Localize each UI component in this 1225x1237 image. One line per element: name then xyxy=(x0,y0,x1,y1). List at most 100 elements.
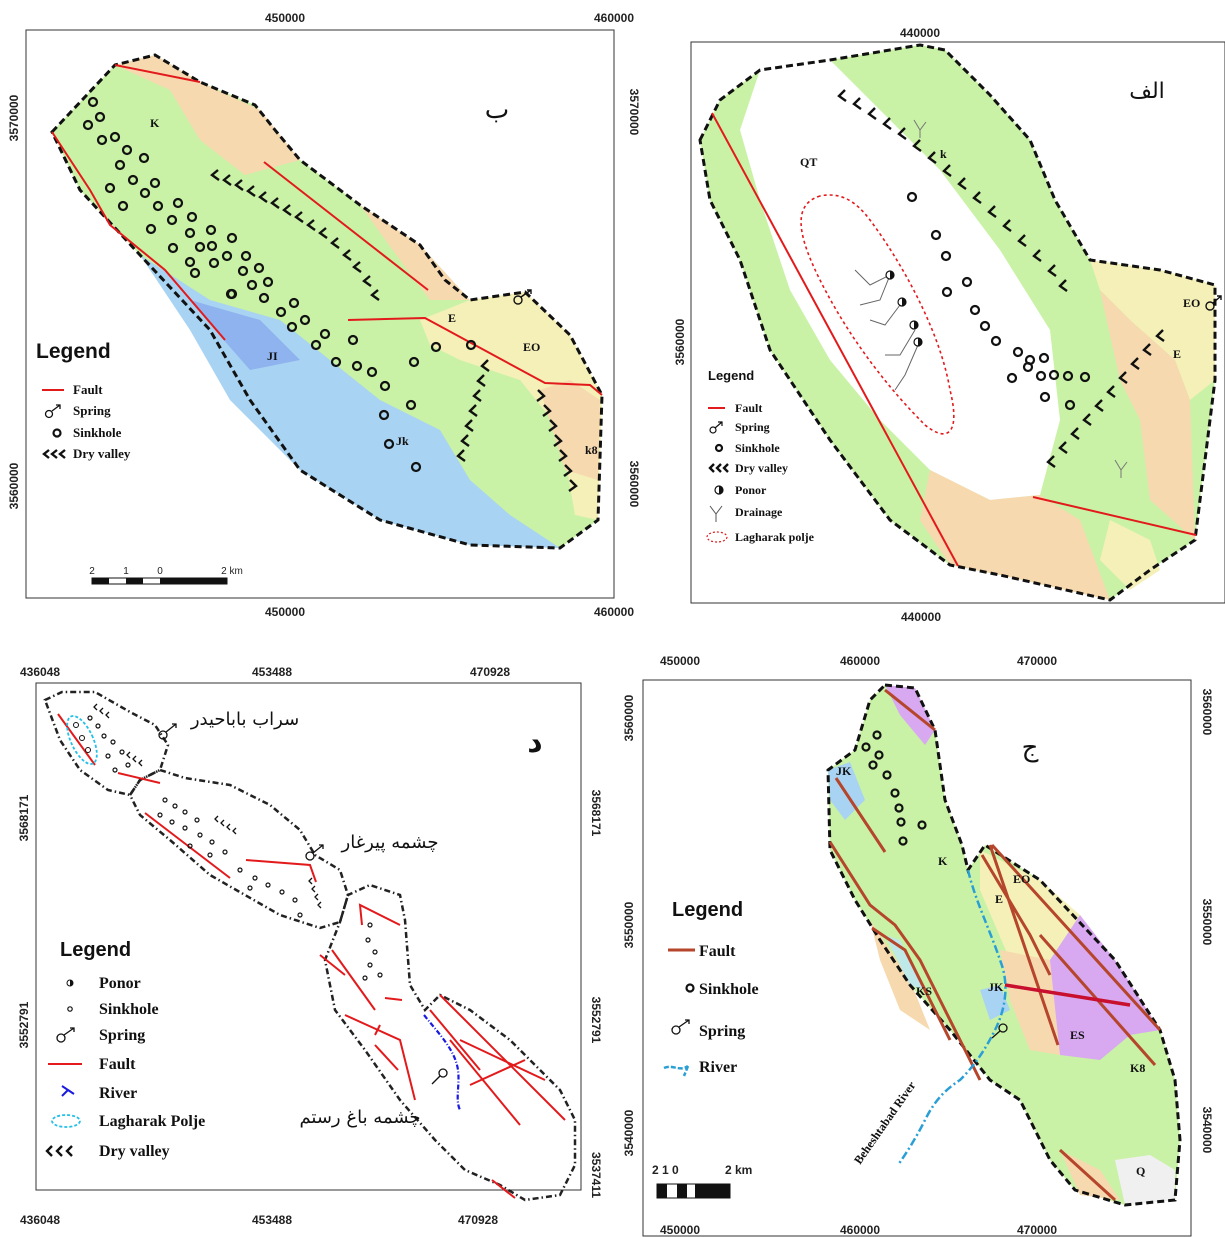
map-alef-legend-drainage-icon xyxy=(709,505,723,522)
dry-valley-2 xyxy=(456,359,490,462)
map-dal-boundary-2 xyxy=(128,768,350,930)
sinkhole xyxy=(379,380,391,392)
map-b-legend-sinkhole-icon xyxy=(52,428,62,438)
sinkhole xyxy=(94,111,106,123)
sinkhole xyxy=(246,279,258,291)
map-jim-unit-yellow-eo xyxy=(980,850,1080,960)
sinkhole xyxy=(961,276,973,288)
sinkhole xyxy=(365,937,371,943)
sinkhole xyxy=(226,232,238,244)
sinkhole xyxy=(367,962,373,968)
map-jim-frame xyxy=(642,679,1192,1237)
sinkhole xyxy=(1062,370,1074,382)
sinkhole xyxy=(410,461,422,473)
sinkhole xyxy=(157,812,163,818)
map-jim-unit-e-label: E xyxy=(995,892,1003,906)
map-dal-legend-ponor-icon xyxy=(66,979,74,987)
map-b-unit-jl: JI xyxy=(267,349,278,363)
map-b-unit-k: K xyxy=(150,116,160,130)
map-dal-ytick-left-2: 3552791 xyxy=(17,1001,31,1048)
map-dal-xtick-bottom-3: 470928 xyxy=(458,1213,498,1227)
map-alef-legend-sinkhole: Sinkhole xyxy=(735,441,780,455)
map-dal-legend-polje: Lagharak Polje xyxy=(99,1113,205,1130)
map-dal-place-1: سراب باباحیدر xyxy=(190,709,299,730)
map-b-scale-tick-3: 0 xyxy=(157,566,163,577)
sinkhole xyxy=(169,819,175,825)
sinkhole xyxy=(162,797,168,803)
map-alef-legend-title: Legend xyxy=(708,368,754,383)
map-b-xtick-bottom-1: 450000 xyxy=(265,605,305,619)
map-dal-legend-ponor: Ponor xyxy=(99,975,141,992)
sinkhole xyxy=(1048,369,1060,381)
map-dal-spring-icon-2 xyxy=(305,844,324,861)
sinkhole xyxy=(222,849,228,855)
sinkhole xyxy=(330,356,342,368)
map-b-legend-title: Legend xyxy=(36,340,111,363)
map-b-legend-sinkhole: Sinkhole xyxy=(73,425,122,440)
map-alef-fault-1 xyxy=(711,112,959,567)
sinkhole xyxy=(167,242,179,254)
sinkhole xyxy=(184,227,196,239)
sinkhole xyxy=(240,250,252,262)
map-jim-unit-jk-label: JK xyxy=(836,764,852,778)
map-jim-ytick-right-3: 3540000 xyxy=(1200,1107,1214,1154)
map-jim-spring-icon xyxy=(991,1023,1008,1039)
sinkhole xyxy=(247,885,253,891)
map-b-fault-3 xyxy=(263,161,429,291)
map-jim-ytick-right-2: 3550000 xyxy=(1200,899,1214,946)
map-b-dry-valleys xyxy=(210,169,578,492)
map-jim-unit-eo-label: EO xyxy=(1013,872,1030,886)
sinkhole xyxy=(383,438,395,450)
sinkhole xyxy=(1012,346,1024,358)
sinkhole xyxy=(172,197,184,209)
map-alef-legend-dry-valley: Dry valley xyxy=(735,461,788,475)
sinkhole xyxy=(262,276,274,288)
map-b-spring-icon xyxy=(513,289,532,305)
sinkhole xyxy=(109,131,121,143)
sinkhole xyxy=(465,339,477,351)
sinkhole xyxy=(221,250,233,262)
map-jim-legend-sinkhole-icon xyxy=(685,983,695,993)
map-dal-panel-label: د xyxy=(527,725,542,760)
sinkhole xyxy=(1038,352,1050,364)
map-jim-scale-tick-2: 2 km xyxy=(725,1163,752,1177)
sinkhole xyxy=(237,867,243,873)
map-alef-xtick-top: 440000 xyxy=(900,26,940,40)
sinkhole xyxy=(1064,399,1076,411)
map-b-fault-2 xyxy=(51,131,226,341)
map-b-scale-bar xyxy=(91,577,228,585)
sinkhole xyxy=(362,975,368,981)
map-b-unit-jk: Jk xyxy=(396,434,409,448)
sinkhole xyxy=(941,286,953,298)
sinkhole xyxy=(205,224,217,236)
map-jim-fault-es xyxy=(1004,983,1131,1007)
map-dal-ytick-left-1: 3568171 xyxy=(17,794,31,841)
map-jim-ytick-left-2: 3550000 xyxy=(622,901,636,948)
sinkhole xyxy=(104,182,116,194)
sinkhole xyxy=(166,214,178,226)
map-alef-ponors xyxy=(885,270,923,347)
sinkhole xyxy=(187,843,193,849)
dry-valley-2 xyxy=(1046,329,1165,468)
map-alef: 440000 440000 3560000 xyxy=(673,26,1225,624)
map-jim-xtick-bottom-1: 450000 xyxy=(660,1223,700,1237)
map-b-scale-tick-2: 1 xyxy=(123,566,129,577)
map-alef-spring-icon xyxy=(1205,295,1222,311)
sinkhole xyxy=(184,256,196,268)
sinkhole xyxy=(405,399,417,411)
dry-valley-3 xyxy=(536,389,578,492)
map-b-frame xyxy=(25,29,615,599)
map-b-ytick-left-2: 3560000 xyxy=(7,462,21,509)
sinkhole xyxy=(194,241,206,253)
sinkhole xyxy=(101,733,107,739)
map-alef-legend-polje-icon xyxy=(706,531,728,543)
sinkhole xyxy=(149,177,161,189)
map-b-unit-e: E xyxy=(448,311,456,325)
map-b-xtick-top-1: 450000 xyxy=(265,11,305,25)
map-dal-boundary-3 xyxy=(323,883,577,1202)
sinkhole xyxy=(882,770,892,780)
sinkhole xyxy=(237,265,249,277)
map-dal-legend-fault: Fault xyxy=(99,1056,136,1073)
map-jim-unit-k-label: K xyxy=(938,854,948,868)
map-dal-place-3: چشمه باغ رستم xyxy=(299,1107,420,1128)
